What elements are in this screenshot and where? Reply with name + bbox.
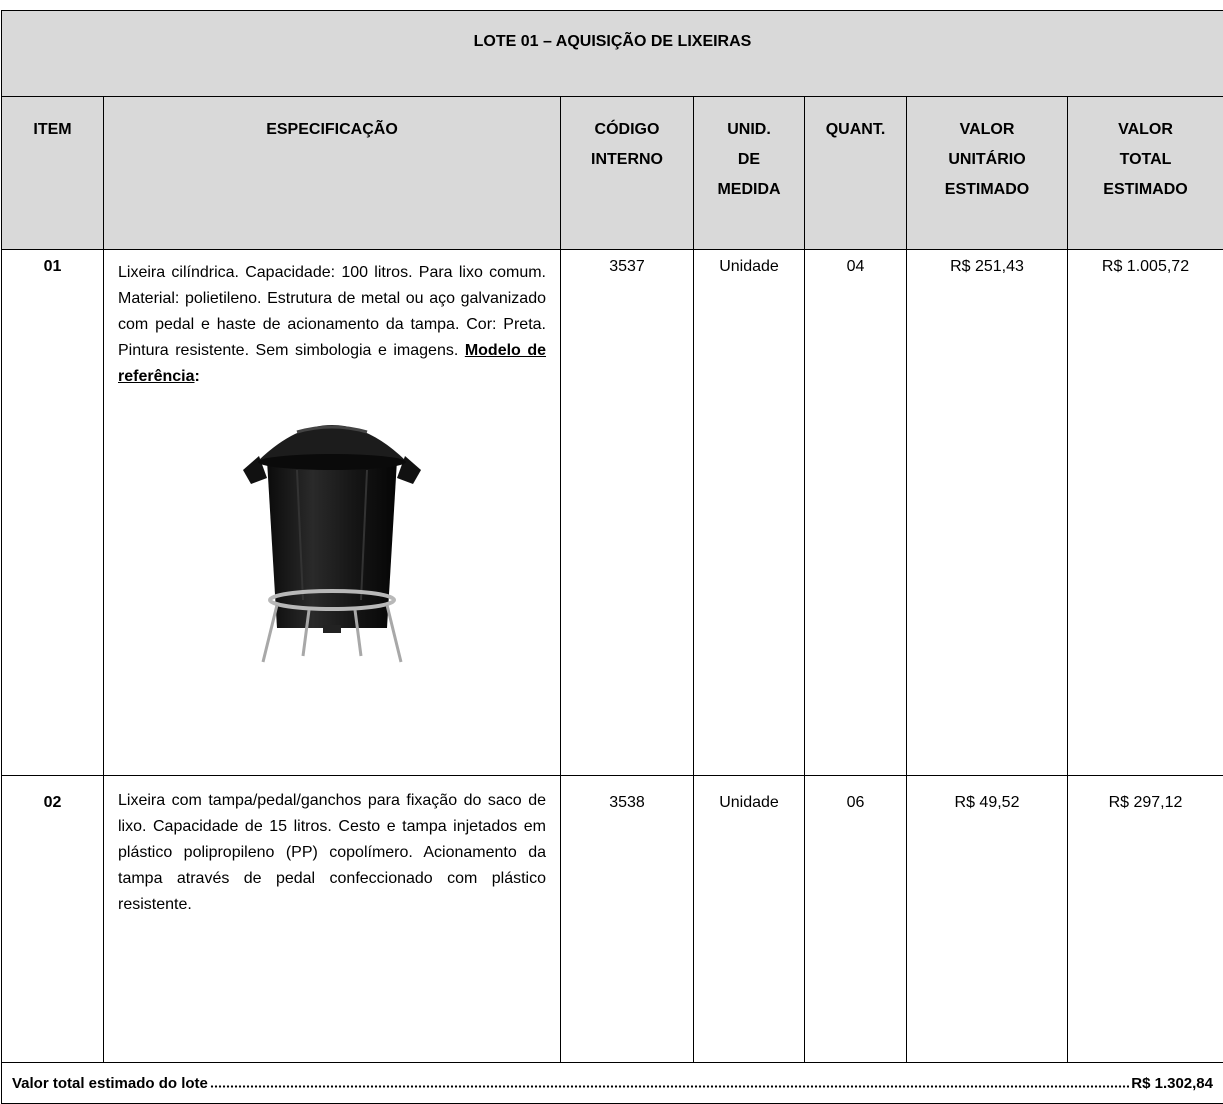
description: Lixeira com tampa/pedal/ganchos para fix…	[103, 775, 561, 1063]
reference-suffix: :	[194, 368, 200, 385]
table-title: LOTE 01 – AQUISIÇÃO DE LIXEIRAS	[1, 10, 1223, 97]
header-line: TOTAL	[1119, 151, 1172, 168]
quantity: 04	[804, 249, 907, 776]
dot-leader	[209, 1084, 1130, 1088]
unit-value: R$ 251,43	[906, 249, 1068, 776]
footer-cell: Valor total estimado do lote R$ 1.302,84	[1, 1062, 1223, 1104]
header-line: ESTIMADO	[944, 181, 1030, 198]
header-line: UNID.	[727, 121, 771, 138]
column-header: QUANT.	[804, 96, 907, 250]
column-header: ESPECIFICAÇÃO	[103, 96, 561, 250]
item-number: 02	[1, 775, 104, 1063]
total-value: R$ 1.005,72	[1067, 249, 1223, 776]
header-line: ITEM	[33, 121, 72, 138]
header-line: UNITÁRIO	[948, 151, 1026, 168]
header-line: VALOR	[1118, 121, 1173, 138]
lot-table: LOTE 01 – AQUISIÇÃO DE LIXEIRAS ITEM ESPE…	[1, 10, 1223, 1104]
header-line: ESPECIFICAÇÃO	[266, 121, 398, 138]
column-header: UNID. DE MEDIDA	[693, 96, 805, 250]
reference-label: Modelo de referência	[118, 342, 547, 385]
quantity: 06	[804, 775, 907, 1063]
header-row: ITEM ESPECIFICAÇÃO CÓDIGO INTERNO UNID. DE MED…	[1, 96, 1223, 250]
footer-label: Valor total estimado do lote	[12, 1074, 208, 1092]
code: 3538	[560, 775, 694, 1063]
code: 3537	[560, 249, 694, 776]
total-value: R$ 297,12	[1067, 775, 1223, 1063]
header-line: QUANT.	[825, 121, 886, 138]
unit: Unidade	[693, 775, 805, 1063]
header-line: ESTIMADO	[1103, 181, 1188, 198]
header-line: MEDIDA	[717, 181, 781, 198]
description: Lixeira cilíndrica. Capacidade: 100 litr…	[103, 249, 561, 776]
footer-value: R$ 1.302,84	[1131, 1074, 1213, 1092]
unit-value: R$ 49,52	[906, 775, 1068, 1063]
header-line: VALOR	[959, 121, 1015, 138]
item-number: 01	[1, 249, 104, 776]
header-line: INTERNO	[591, 151, 663, 168]
header-line: CÓDIGO	[594, 121, 660, 138]
column-header: VALOR TOTAL ESTIMADO	[1067, 96, 1223, 250]
description-text: Lixeira cilíndrica. Capacidade: 100 litr…	[118, 264, 546, 359]
column-header: VALOR UNITÁRIO ESTIMADO	[906, 96, 1068, 250]
item-row: 02 Lixeira com tampa/pedal/ganchos para …	[1, 775, 1223, 1063]
product-image	[243, 425, 421, 663]
footer-row: Valor total estimado do lote R$ 1.302,84	[1, 1062, 1223, 1104]
unit: Unidade	[693, 249, 805, 776]
item-row: 01 Lixeira cilíndrica. Capacidade: 100 l…	[1, 249, 1223, 776]
column-header: CÓDIGO INTERNO	[560, 96, 694, 250]
column-header: ITEM	[1, 96, 104, 250]
footer-line: Valor total estimado do lote R$ 1.302,84	[12, 1075, 1213, 1092]
title-row: LOTE 01 – AQUISIÇÃO DE LIXEIRAS	[1, 10, 1223, 97]
header-line: DE	[737, 151, 761, 168]
